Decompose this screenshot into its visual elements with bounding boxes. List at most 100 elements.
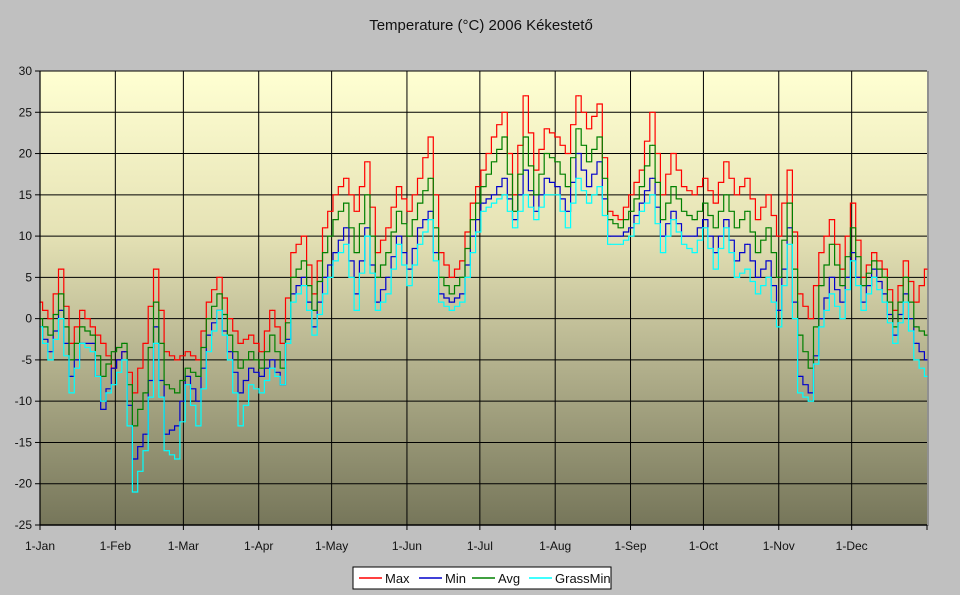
data-point [673,186,675,188]
data-point [820,285,823,287]
data-point [884,276,886,278]
data-point [535,169,537,171]
data-point [577,177,580,179]
data-point [282,342,284,344]
data-point [430,219,432,221]
data-point [504,177,506,179]
data-point [271,359,273,361]
data-point [504,136,506,138]
data-point [905,301,907,303]
data-point [704,202,706,204]
data-point [535,219,537,221]
data-point [282,367,284,369]
data-point [366,161,368,163]
data-point [409,268,411,270]
data-point [778,326,780,328]
data-point [556,161,559,163]
data-point [208,351,210,353]
data-point [630,227,632,229]
data-point [303,260,305,262]
data-point [261,392,263,394]
y-tick-label: 10 [19,229,33,243]
data-point [620,227,622,229]
data-point [673,210,675,212]
data-point [240,367,242,369]
data-point [577,128,580,130]
data-point [905,293,907,295]
x-tick-label: 1-Oct [689,539,719,553]
data-point [218,309,221,311]
series-points-grassmin [39,177,928,493]
data-point [609,219,611,221]
data-point [757,276,759,278]
data-point [430,136,432,138]
data-point [60,309,62,311]
data-point [546,194,548,196]
data-point [240,392,242,394]
data-point [50,351,52,353]
data-point [472,252,474,254]
data-point [187,384,189,386]
series-line-grassmin [40,177,927,493]
data-point [461,276,463,278]
data-point [240,425,242,427]
data-point [715,252,717,254]
plot-area [40,71,927,525]
data-point [60,293,62,295]
data-point [810,367,812,369]
data-point [831,243,833,245]
data-point [841,318,844,320]
data-point [884,301,886,303]
data-point [398,210,400,212]
data-point [60,318,62,320]
data-point [313,293,316,295]
data-point [440,301,442,303]
x-tick-label: 1-Dec [836,539,868,553]
data-point [197,425,199,427]
data-point [261,367,263,369]
data-point [377,276,379,278]
data-point [145,392,147,394]
y-tick-label: -25 [15,518,33,532]
data-point [451,276,453,278]
data-point [926,268,928,270]
data-point [398,243,400,245]
data-point [546,177,548,179]
data-point [630,235,632,237]
data-point [831,293,833,295]
data-point [535,194,537,196]
data-point [609,210,611,212]
data-point [461,260,463,262]
data-point [102,408,104,410]
data-point [123,351,126,353]
data-point [250,384,252,386]
data-point [303,285,305,287]
data-point [820,252,823,254]
legend: Max Min Avg GrassMin [352,566,612,590]
data-point [651,194,654,196]
y-tick-label: 15 [19,188,33,202]
data-point [208,301,210,303]
data-point [651,111,654,113]
data-point [303,235,305,237]
data-point [514,227,516,229]
x-tick-label: 1-Mar [168,539,199,553]
data-point [863,276,865,278]
x-tick-label: 1-Jun [392,539,422,553]
data-point [757,219,759,221]
data-point [863,309,865,311]
x-tick-label: 1-Jul [467,539,493,553]
data-point [123,359,126,361]
data-point [768,227,770,229]
data-point [525,194,527,196]
data-point [197,359,199,361]
data-point [915,342,918,344]
x-tick-label: 1-Feb [100,539,132,553]
data-point [746,243,749,245]
data-point [398,186,400,188]
data-point [409,285,411,287]
data-point [356,293,358,295]
x-tick-label: 1-Apr [244,539,273,553]
data-point [187,375,189,377]
